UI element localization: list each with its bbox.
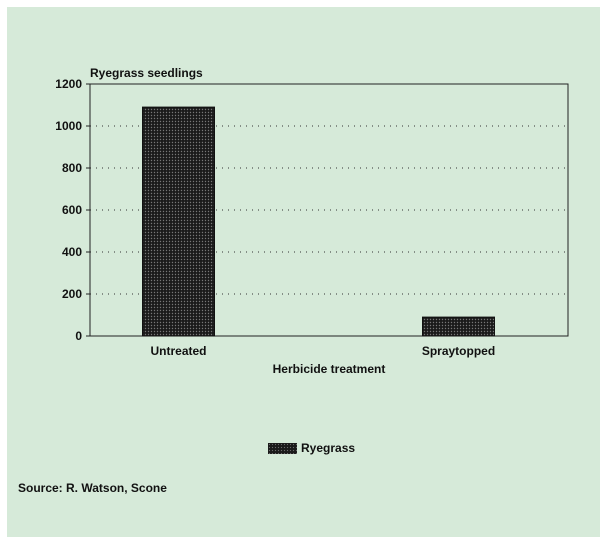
x-axis-title: Herbicide treatment [273, 362, 386, 376]
chart-panel [7, 7, 600, 537]
legend: Ryegrass [268, 441, 355, 455]
y-tick-label: 0 [75, 329, 82, 343]
y-tick-label: 600 [62, 203, 82, 217]
bar [422, 316, 495, 337]
x-tick-label: Untreated [150, 344, 206, 358]
x-tick-label: Spraytopped [422, 344, 495, 358]
legend-label: Ryegrass [301, 441, 356, 455]
bars [142, 106, 495, 337]
y-tick-label: 200 [62, 287, 82, 301]
source-note: Source: R. Watson, Scone [18, 481, 167, 495]
x-axis: Untreated Spraytopped [150, 344, 495, 358]
chart-title: Ryegrass seedlings [90, 66, 203, 80]
y-tick-label: 800 [62, 161, 82, 175]
y-axis: 0 200 400 600 800 1000 1200 [55, 77, 90, 343]
y-tick-label: 1000 [55, 119, 82, 133]
legend-swatch [268, 442, 297, 454]
y-tick-label: 1200 [55, 77, 82, 91]
bar [142, 106, 215, 337]
y-tick-label: 400 [62, 245, 82, 259]
